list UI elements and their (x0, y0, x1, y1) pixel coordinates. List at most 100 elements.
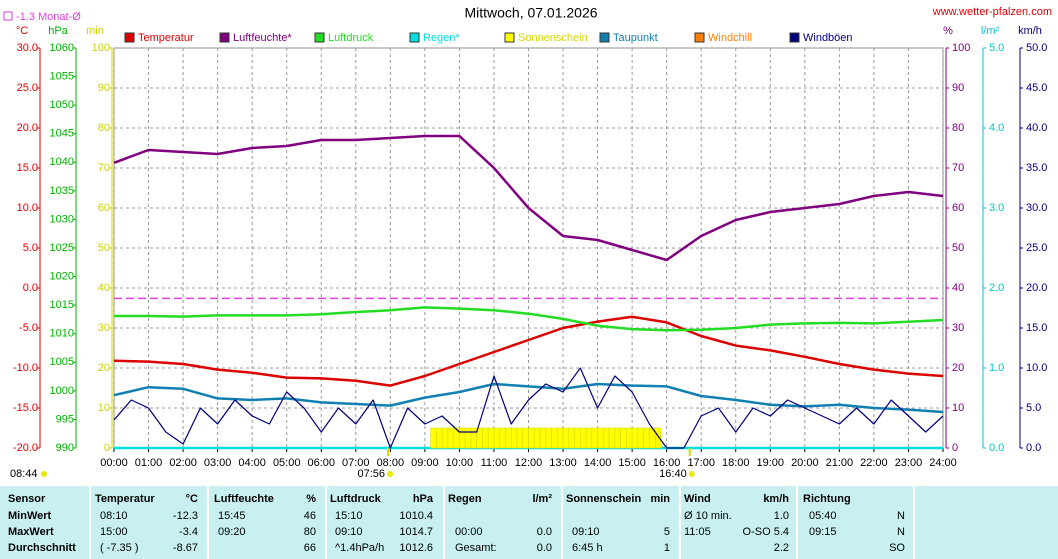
sunshine-bar (568, 427, 575, 449)
y-tick-label: 20 (98, 362, 110, 374)
table-cell: 2.2 (774, 542, 789, 554)
sunshine-bar (436, 427, 443, 449)
x-tick-label: 11:00 (481, 457, 508, 469)
table-cell: Durchschnitt (8, 542, 76, 554)
x-tick-label: 18:00 (722, 457, 750, 469)
sunshine-bar (626, 427, 633, 449)
y-tick-label: 10 (952, 402, 964, 414)
series-line (113, 382, 944, 414)
sunshine-bar (562, 427, 570, 449)
legend-swatch (409, 32, 420, 43)
sunshine-bar (556, 427, 564, 449)
sunshine-bar (585, 427, 593, 449)
sunshine-bar (643, 427, 650, 449)
x-tick-label: 04:00 (238, 457, 266, 469)
y-tick-label: 1000 (50, 385, 74, 397)
y-tick-label: 100 (952, 42, 970, 54)
table-cell: N (897, 510, 905, 522)
sunshine-bar (631, 427, 639, 449)
sunshine-bar (614, 427, 621, 449)
table-cell: -3.4 (179, 526, 198, 538)
table-cell: ^1.4hPa/h (335, 542, 384, 554)
table-cell: 80 (304, 526, 316, 538)
day-length: 08:44 (10, 468, 38, 480)
table-cell: 0.0 (537, 526, 552, 538)
table-header: % (306, 493, 316, 505)
y-tick-label: 0.0 (989, 442, 1004, 454)
table-cell: 1010.4 (399, 510, 433, 522)
table-cell: 09:15 (809, 526, 837, 538)
sunshine-bar (528, 427, 535, 449)
y-tick-label: 20.0 (17, 122, 38, 134)
sunshine-bar (545, 427, 552, 449)
y-tick-label: 1020 (50, 270, 74, 282)
sunshine-bar (510, 427, 518, 449)
legend-swatch (599, 32, 610, 43)
table-header: Temperatur (95, 493, 155, 505)
sunshine-bar (580, 427, 587, 449)
table-header: Wind (684, 493, 711, 505)
y-tick-label: 10.0 (1026, 362, 1047, 374)
sunshine-bar (620, 427, 627, 449)
sunshine-bar (539, 427, 547, 449)
sunshine-bar (499, 427, 506, 449)
y-tick-label: 0 (952, 442, 958, 454)
y-tick-label: 1045 (50, 128, 74, 140)
series-line (113, 315, 944, 387)
y-tick-label: 1035 (50, 185, 74, 197)
y-tick-label: 30.0 (1026, 202, 1047, 214)
x-tick-label: 10:00 (446, 457, 474, 469)
x-tick-label: 23:00 (895, 457, 923, 469)
table-cell: Ø 10 min. (684, 510, 732, 522)
table-cell: 05:40 (809, 510, 837, 522)
sunshine-bar (551, 427, 558, 449)
x-tick-label: 06:00 (307, 457, 335, 469)
y-tick-label: 1025 (50, 242, 74, 254)
table-cell: 1014.7 (399, 526, 433, 538)
table-cell: O-SO 5.4 (743, 526, 789, 538)
legend-label: Taupunkt (613, 32, 658, 44)
y-tick-label: 1005 (50, 356, 74, 368)
sunshine-bar (522, 427, 529, 449)
table-cell: 66 (304, 542, 316, 554)
axis-title: min (86, 25, 104, 37)
table-cell: 1 (664, 542, 670, 554)
y-tick-label: 5.0 (1026, 402, 1041, 414)
y-tick-label: 80 (98, 122, 110, 134)
y-tick-label: 25.0 (1026, 242, 1047, 254)
x-tick-label: 09:00 (411, 457, 439, 469)
y-tick-label: 1040 (50, 156, 74, 168)
x-tick-label: 08:00 (377, 457, 405, 469)
y-tick-label: 30 (952, 322, 964, 334)
x-tick-label: 19:00 (757, 457, 785, 469)
x-tick-label: 13:00 (549, 457, 577, 469)
sunshine-bar (574, 427, 581, 449)
sunshine-bar (597, 427, 604, 449)
x-tick-label: 02:00 (169, 457, 197, 469)
table-cell: 1012.6 (399, 542, 433, 554)
y-tick-label: -20.0 (13, 442, 38, 454)
axis-title: °C (16, 25, 28, 37)
sunshine-bar (441, 427, 449, 449)
y-tick-label: 45.0 (1026, 82, 1047, 94)
y-tick-label: 1010 (50, 328, 74, 340)
y-tick-label: 5.0 (989, 42, 1004, 54)
y-tick-label: 80 (952, 122, 964, 134)
x-tick-label: 12:00 (515, 457, 543, 469)
y-tick-label: 5.0 (23, 242, 38, 254)
series-line (114, 306, 944, 332)
y-tick-label: 70 (952, 162, 964, 174)
table-header: Sonnenschein (566, 493, 641, 505)
table-header: Luftfeuchte (214, 493, 274, 505)
x-tick-label: 01:00 (135, 457, 163, 469)
table-header: Sensor (8, 493, 46, 505)
y-tick-label: 990 (56, 442, 74, 454)
legend-swatch (694, 32, 705, 43)
table-cell: 15:10 (335, 510, 363, 522)
y-tick-label: 70 (98, 162, 110, 174)
sunshine-bar (447, 427, 454, 449)
table-header: km/h (763, 493, 789, 505)
y-tick-label: 40 (98, 282, 110, 294)
sunshine-bar (505, 427, 512, 449)
day-length-dot (41, 471, 47, 477)
